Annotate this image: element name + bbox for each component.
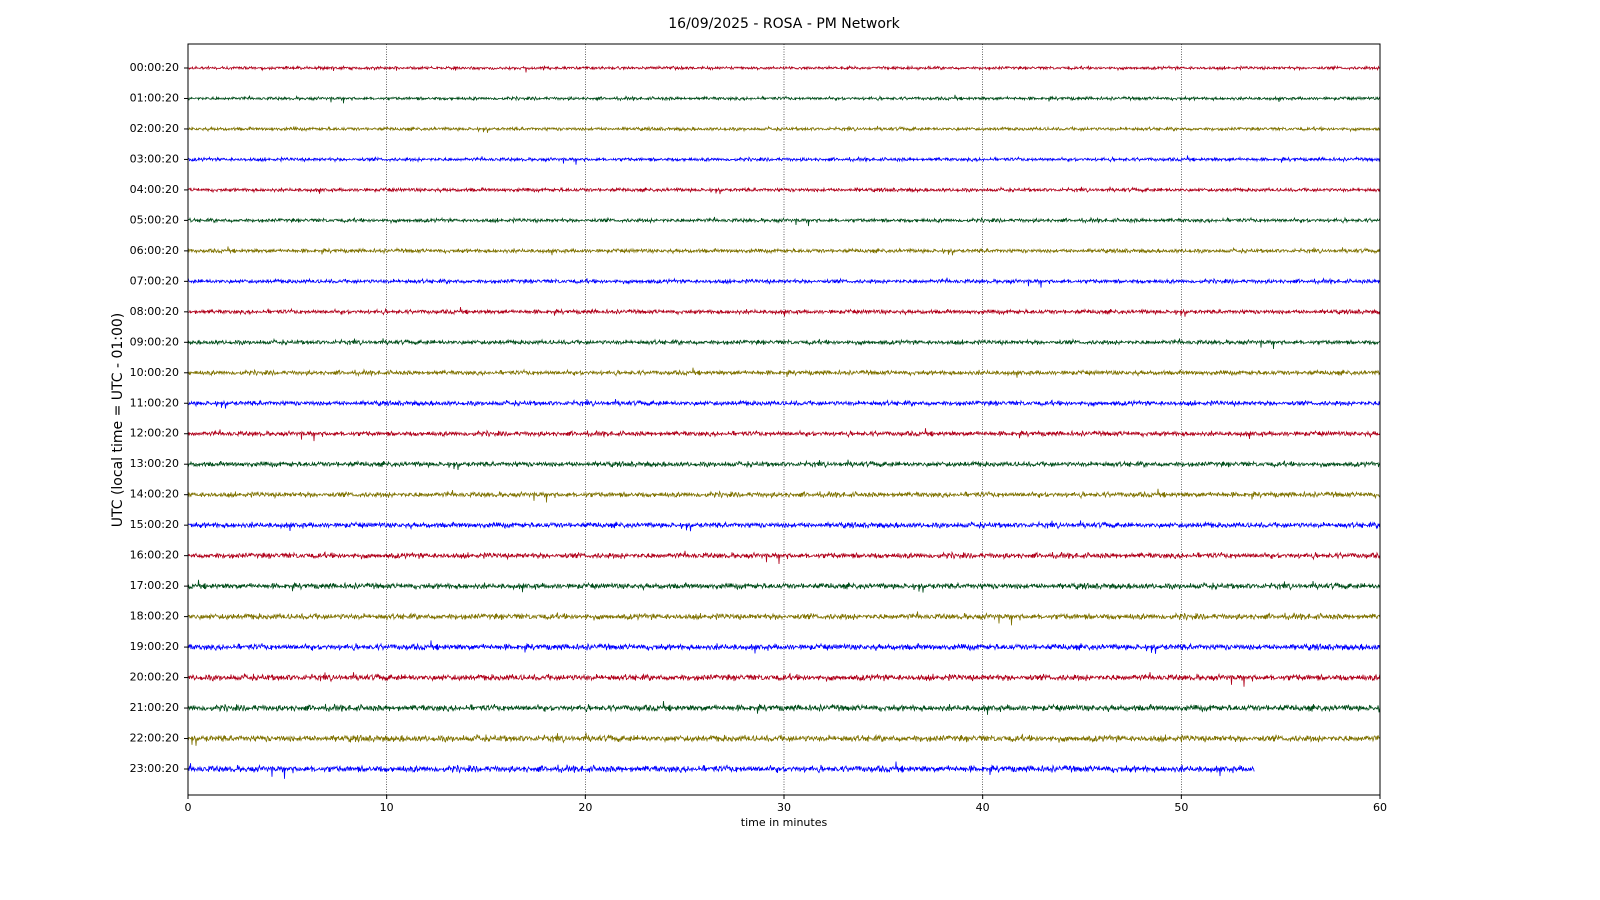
y-tick-label: 14:00:20	[130, 488, 179, 501]
trace	[187, 579, 1381, 593]
y-tick-label: 23:00:20	[130, 762, 179, 775]
trace	[187, 398, 1381, 409]
x-tick-label: 60	[1373, 801, 1387, 814]
y-tick-label: 05:00:20	[130, 213, 179, 226]
x-tick-label: 50	[1174, 801, 1188, 814]
y-tick-label: 22:00:20	[130, 732, 179, 745]
y-tick-label: 16:00:20	[130, 549, 179, 562]
y-tick-label: 15:00:20	[130, 518, 179, 531]
y-tick-label: 07:00:20	[130, 274, 179, 287]
trace	[187, 246, 1381, 256]
x-tick-label: 0	[185, 801, 192, 814]
y-tick-label: 12:00:20	[130, 427, 179, 440]
y-tick-label: 02:00:20	[130, 122, 179, 135]
y-tick-label: 03:00:20	[130, 152, 179, 165]
trace	[187, 550, 1381, 564]
trace	[187, 277, 1381, 288]
y-tick-label: 04:00:20	[130, 183, 179, 196]
x-tick-label: 30	[777, 801, 791, 814]
y-tick-label: 21:00:20	[130, 701, 179, 714]
y-tick-label: 06:00:20	[130, 244, 179, 257]
y-tick-label: 20:00:20	[130, 671, 179, 684]
trace	[187, 367, 1381, 378]
trace	[187, 125, 1381, 133]
chart-title: 16/09/2025 - ROSA - PM Network	[668, 16, 900, 32]
trace	[187, 186, 1381, 195]
trace	[187, 155, 1381, 165]
trace	[187, 640, 1381, 654]
y-tick-label: 09:00:20	[130, 335, 179, 348]
y-tick-label: 08:00:20	[130, 305, 179, 318]
y-tick-label: 18:00:20	[130, 610, 179, 623]
y-tick-label: 11:00:20	[130, 396, 179, 409]
y-tick-label: 13:00:20	[130, 457, 179, 470]
trace	[187, 761, 1255, 779]
trace	[187, 428, 1381, 442]
trace	[187, 700, 1381, 715]
trace	[187, 337, 1381, 350]
trace	[187, 611, 1381, 626]
y-tick-label: 19:00:20	[130, 640, 179, 653]
trace	[187, 306, 1381, 317]
y-tick-label: 01:00:20	[130, 91, 179, 104]
x-tick-label: 40	[976, 801, 990, 814]
x-tick-label: 10	[380, 801, 394, 814]
trace	[187, 672, 1381, 687]
y-tick-label: 17:00:20	[130, 579, 179, 592]
x-tick-label: 20	[578, 801, 592, 814]
trace	[187, 520, 1381, 532]
plot-frame	[187, 43, 1381, 796]
y-tick-label: 00:00:20	[130, 61, 179, 74]
trace	[187, 216, 1381, 227]
trace	[187, 732, 1381, 746]
y-tick-label: 10:00:20	[130, 366, 179, 379]
x-axis-label: time in minutes	[741, 816, 828, 829]
y-axis-label: UTC (local time = UTC - 01:00)	[110, 313, 126, 528]
trace	[187, 64, 1381, 73]
trace	[187, 459, 1381, 470]
trace	[187, 488, 1381, 503]
trace	[187, 94, 1381, 104]
